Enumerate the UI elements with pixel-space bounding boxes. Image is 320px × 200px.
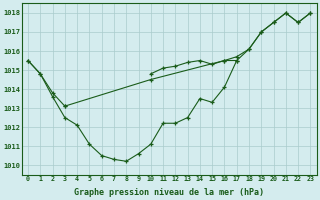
X-axis label: Graphe pression niveau de la mer (hPa): Graphe pression niveau de la mer (hPa) xyxy=(74,188,264,197)
